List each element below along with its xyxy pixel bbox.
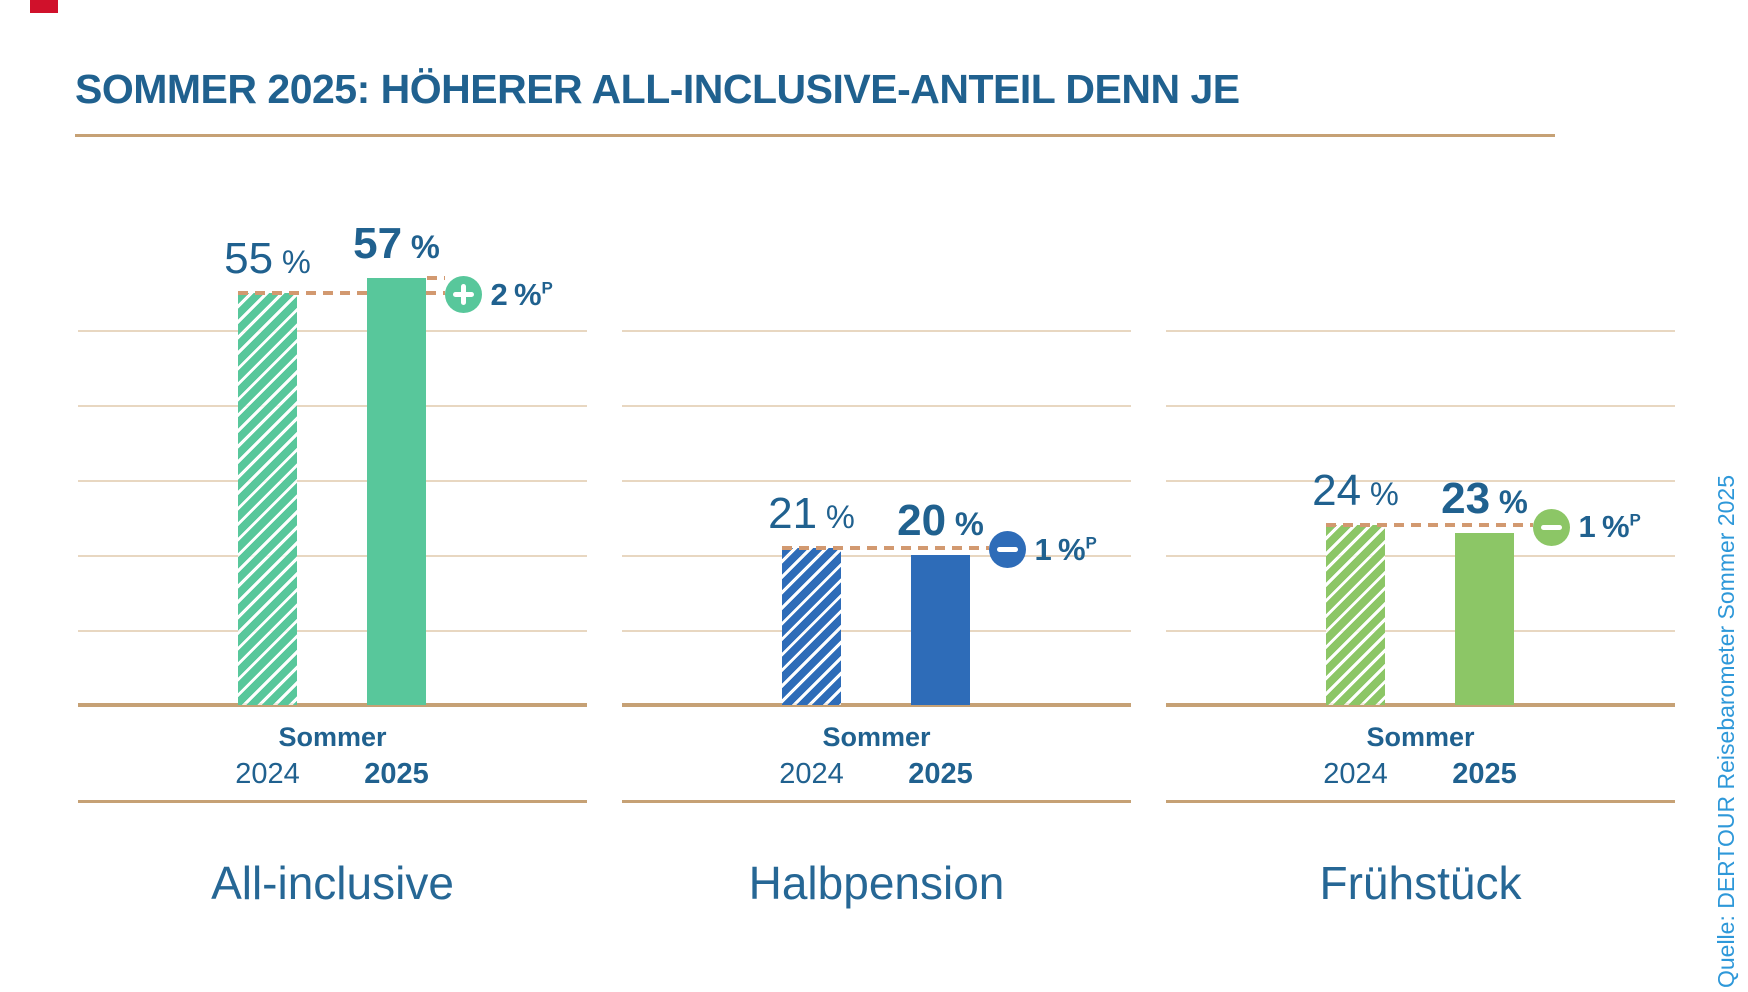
reference-dash-line: [427, 275, 445, 280]
bar-sommer-2024: [1326, 525, 1385, 705]
bar-sommer-2025: [1455, 532, 1514, 705]
x-axis-baseline: [78, 703, 587, 707]
brand-logo-fragment: [30, 0, 58, 13]
source-caption: Quelle: DERTOUR Reisebarometer Sommer 20…: [1713, 474, 1739, 988]
percent-sign: %: [825, 498, 855, 535]
reference-dash-line: [782, 545, 989, 550]
axis-label-2025: 2025: [1452, 758, 1517, 790]
gridline: [78, 405, 587, 407]
value-label-2025: 23 %: [1441, 473, 1528, 523]
axis-label-2024: 2024: [235, 758, 300, 790]
gridline: [622, 405, 1131, 407]
gridline: [622, 630, 1131, 632]
change-badge: [989, 531, 1026, 568]
page-title: SOMMER 2025: HÖHERER ALL-INCLUSIVE-ANTEI…: [75, 66, 1240, 112]
change-badge: [445, 276, 482, 313]
bar-sommer-2025: [367, 277, 426, 705]
percent-sign: %: [281, 243, 311, 280]
title-underline: [75, 134, 1555, 137]
gridline: [78, 330, 587, 332]
axis-label-sommer: Sommer: [1366, 722, 1475, 752]
gridline: [622, 555, 1131, 557]
gridline: [622, 330, 1131, 332]
axis-label-2025: 2025: [908, 758, 973, 790]
footer-rule: [622, 800, 1131, 803]
percent-sign: %: [1498, 483, 1528, 520]
footer-rule: [78, 800, 587, 803]
x-axis-baseline: [1166, 703, 1675, 707]
gridline: [622, 480, 1131, 482]
chart-panel-2: 21 % 20 % 1 %P Sommer 2024 2025 Halbpension: [622, 140, 1131, 940]
gridline: [1166, 480, 1675, 482]
gridline: [78, 480, 587, 482]
gridline: [1166, 630, 1675, 632]
chart-panel-1: 55 % 57 % 2 %P Sommer 2024 2025 All-inclusive: [78, 140, 587, 940]
plus-icon: [461, 284, 466, 305]
category-label: Frühstück: [1319, 857, 1522, 909]
footer-rule: [1166, 800, 1675, 803]
percentage-points-sup: P: [1085, 533, 1097, 553]
gridline: [1166, 405, 1675, 407]
gridline: [78, 630, 587, 632]
change-label: 1 %P: [1034, 531, 1097, 567]
value-label-2024: 21 %: [768, 488, 855, 538]
percent-sign: %: [1369, 476, 1399, 512]
axis-label-2025: 2025: [364, 758, 429, 790]
bar-sommer-2024: [238, 292, 297, 705]
axis-label-2024: 2024: [1323, 758, 1388, 790]
gridline: [1166, 330, 1675, 332]
percentage-points-sup: P: [541, 278, 553, 298]
category-label: Halbpension: [748, 857, 1005, 909]
x-axis-baseline: [622, 703, 1131, 707]
bar-sommer-2025: [911, 555, 970, 705]
axis-label-2024: 2024: [779, 758, 844, 790]
bar-sommer-2024: [782, 547, 841, 705]
axis-label-sommer: Sommer: [822, 722, 931, 752]
minus-icon: [1541, 524, 1562, 530]
minus-icon: [997, 547, 1018, 552]
gridline: [1166, 555, 1675, 557]
chart-panel-3: 24 % 23 % 1 %P Sommer 2024 2025 Frühstück: [1166, 140, 1675, 940]
value-label-2025: 57 %: [353, 218, 440, 268]
value-label-2024: 55 %: [224, 233, 311, 283]
percent-sign: %: [954, 506, 984, 542]
value-label-2025: 20 %: [897, 496, 984, 545]
percent-sign: %: [410, 228, 440, 265]
change-label: 1 %P: [1578, 509, 1641, 544]
percentage-points-sup: P: [1629, 510, 1641, 530]
change-badge: [1533, 508, 1570, 546]
chart-area: 55 % 57 % 2 %P Sommer 2024 2025 All-inclusive 2…: [0, 140, 1748, 992]
value-label-2024: 24 %: [1312, 466, 1399, 515]
category-label: All-inclusive: [211, 857, 454, 909]
reference-dash-line: [238, 290, 367, 295]
axis-label-sommer: Sommer: [278, 722, 387, 752]
reference-dash-line: [1326, 523, 1533, 527]
change-label: 2 %P: [490, 276, 553, 312]
reference-dash-line: [426, 290, 445, 295]
gridline: [78, 555, 587, 557]
